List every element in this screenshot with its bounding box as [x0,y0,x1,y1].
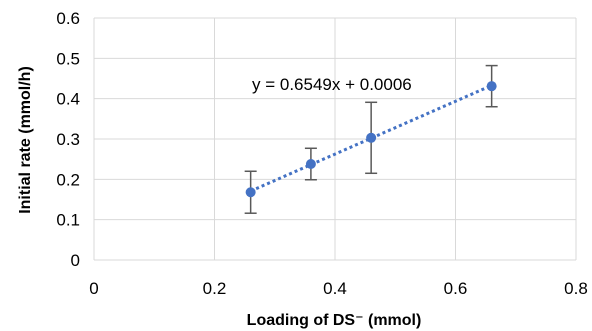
x-axis-title: Loading of DS⁻ (mmol) [247,312,422,329]
trendline-equation: y = 0.6549x + 0.0006 [252,75,412,94]
data-point [305,159,316,170]
x-tick-label: 0.2 [203,279,227,298]
x-tick-label: 0.6 [444,279,468,298]
x-tick-label: 0.8 [564,279,588,298]
data-points [245,81,497,198]
y-tick-label: 0.4 [56,90,80,109]
y-tick-label: 0.1 [56,211,80,230]
trendline-layer [250,84,493,193]
x-tick-label: 0.4 [323,279,347,298]
y-axis-title: Initial rate (mmol/h) [17,66,34,214]
data-point [245,187,256,198]
y-tick-label: 0.2 [56,170,80,189]
y-tick-label: 0 [71,251,80,270]
trendline [250,84,493,193]
y-tick-label: 0.5 [56,49,80,68]
x-tick-label: 0 [89,279,98,298]
data-point [366,132,377,143]
data-point [486,81,497,92]
y-tick-label: 0.6 [56,9,80,28]
tick-labels: 0 0.1 0.2 0.3 0.4 0.5 0.6 0 0.2 0.4 0.6 0.8 [56,9,587,298]
y-tick-label: 0.3 [56,130,80,149]
gridlines [93,17,577,261]
